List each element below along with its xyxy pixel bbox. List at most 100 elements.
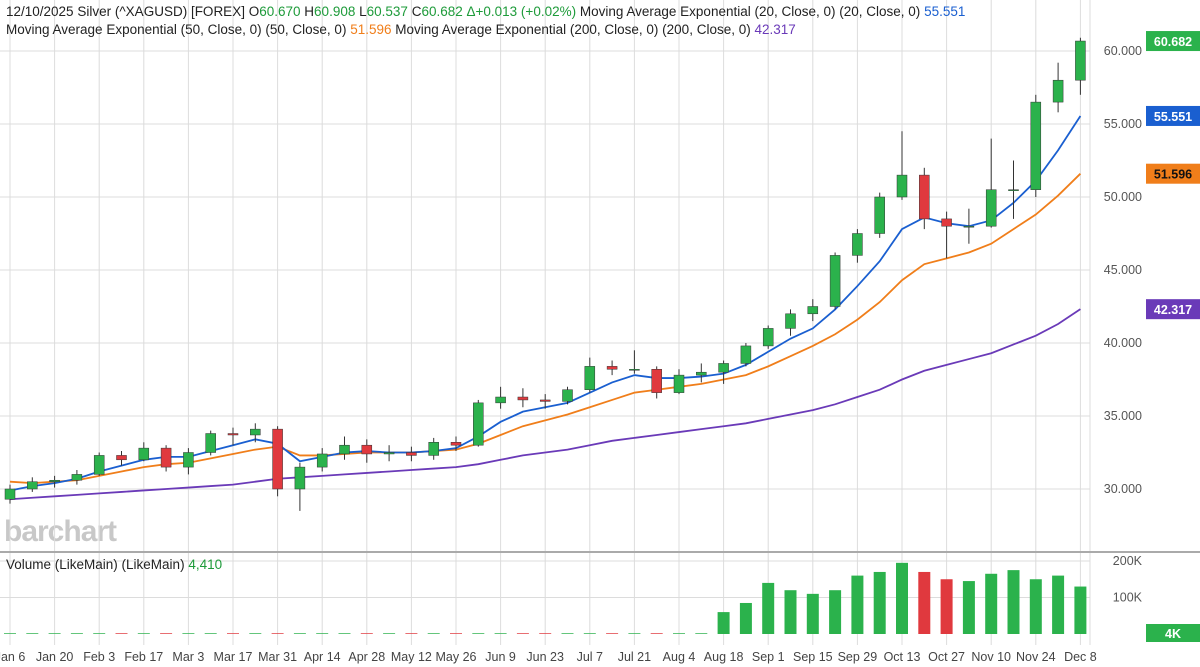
date-tick-label: Mar 17 xyxy=(214,650,253,664)
volume-legend: Volume (LikeMain) (LikeMain) 4,410 xyxy=(6,557,222,572)
legend-line-1: 12/10/2025 Silver (^XAGUSD) [FOREX] O60.… xyxy=(6,4,965,19)
candle-body xyxy=(183,452,194,468)
date-tick-label: Sep 1 xyxy=(752,650,785,664)
candle-body xyxy=(495,396,506,404)
price-tick-label: 60.000 xyxy=(1104,44,1142,58)
volume-bar xyxy=(673,633,685,634)
date-tick-label: Feb 17 xyxy=(124,650,163,664)
change-value: Δ+0.013 (+0.02%) xyxy=(466,4,577,19)
ema50-price-tag-label: 51.596 xyxy=(1154,168,1192,182)
volume-bar xyxy=(896,562,908,634)
candle-body xyxy=(160,447,172,468)
volume-bar xyxy=(762,582,775,634)
close-label: C xyxy=(411,4,422,19)
volume-bar xyxy=(360,633,373,634)
volume-bar xyxy=(739,602,752,634)
volume-bar xyxy=(806,593,819,634)
candle-body xyxy=(985,189,997,227)
candle-body xyxy=(71,474,83,481)
volume-bar xyxy=(985,573,998,634)
ema50-price-tag xyxy=(1146,163,1200,184)
volume-tick-label: 100K xyxy=(1113,591,1143,605)
candle-body xyxy=(473,402,484,446)
volume-value: 4,410 xyxy=(188,557,223,572)
candle-body xyxy=(428,442,439,456)
close-value: 60.682 xyxy=(421,4,463,19)
price-tick-label: 35.000 xyxy=(1104,409,1142,423)
candle-body xyxy=(539,399,551,402)
candle-body xyxy=(762,328,774,347)
volume-bar xyxy=(1007,570,1020,634)
volume-bar xyxy=(70,633,83,634)
date-tick-label: Mar 31 xyxy=(258,650,297,664)
candle-body xyxy=(896,174,908,198)
volume-bar xyxy=(873,571,886,634)
volume-bar xyxy=(182,633,195,634)
volume-bar xyxy=(227,633,239,634)
date-tick-label: Jan 20 xyxy=(36,650,74,664)
candle-body xyxy=(227,433,239,436)
volume-bar xyxy=(293,633,306,634)
candle-body xyxy=(584,366,596,390)
candle-body xyxy=(205,433,216,453)
low-label: L xyxy=(359,4,367,19)
date-tick-label: Nov 10 xyxy=(971,650,1011,664)
ema200-price-tag xyxy=(1146,299,1200,320)
date-tick-label: Oct 13 xyxy=(884,650,921,664)
candle-body xyxy=(629,369,640,371)
date-tick-label: Jan 6 xyxy=(0,650,25,664)
candle-body xyxy=(963,225,975,228)
price-tick-label: 45.000 xyxy=(1104,263,1142,277)
ema20-price-tag-label: 55.551 xyxy=(1154,110,1192,124)
volume-bar xyxy=(137,633,150,634)
candle-body xyxy=(874,196,885,234)
volume-bar xyxy=(26,633,39,634)
date-tick-label: Apr 14 xyxy=(304,650,341,664)
candle-body xyxy=(606,366,618,370)
open-label: O xyxy=(248,4,260,19)
candle-body xyxy=(718,363,729,373)
volume-bar xyxy=(160,633,173,634)
candle-body xyxy=(829,255,841,307)
date-tick-label: Aug 18 xyxy=(704,650,744,664)
legend-line-2: Moving Average Exponential (50, Close, 0… xyxy=(6,22,796,37)
volume-bar xyxy=(940,579,953,634)
volume-bar xyxy=(695,633,708,634)
candle-body xyxy=(562,389,573,402)
low-value: 60.537 xyxy=(366,4,408,19)
candle-body xyxy=(1075,40,1086,81)
volume-bar xyxy=(383,633,396,634)
date-tick-label: May 26 xyxy=(436,650,477,664)
ema50-label: Moving Average Exponential (50, Close, 0… xyxy=(6,22,347,37)
volume-bar xyxy=(48,633,61,634)
candle-body xyxy=(1008,189,1019,191)
price-tick-label: 30.000 xyxy=(1104,482,1142,496)
volume-tick-label: 200K xyxy=(1113,554,1143,568)
volume-bar xyxy=(316,633,329,634)
candle-body xyxy=(450,442,462,446)
candle-body xyxy=(93,455,105,475)
ema20-price-tag xyxy=(1146,105,1200,126)
volume-bar xyxy=(249,633,262,634)
ema200-price-tag-label: 42.317 xyxy=(1154,303,1192,317)
volume-bar xyxy=(427,633,440,634)
volume-tag xyxy=(1146,624,1200,642)
volume-bar xyxy=(606,633,619,634)
high-label: H xyxy=(304,4,315,19)
date-tick-label: Jun 23 xyxy=(526,650,564,664)
candle-body xyxy=(941,218,952,227)
price-tick-label: 50.000 xyxy=(1104,190,1142,204)
date-tick-label: Aug 4 xyxy=(663,650,696,664)
volume-bar xyxy=(784,590,797,634)
candle-body xyxy=(1052,79,1064,103)
date-tick-label: Jun 9 xyxy=(485,650,516,664)
legend-symbol: Silver (^XAGUSD) [FOREX] xyxy=(77,4,245,19)
date-tick-label: Jul 21 xyxy=(618,650,651,664)
volume-bar xyxy=(516,633,529,634)
date-tick-label: Feb 3 xyxy=(83,650,115,664)
ema50-value: 51.596 xyxy=(350,22,392,37)
volume-bar xyxy=(851,575,864,634)
date-tick-label: Jul 7 xyxy=(577,650,603,664)
candle-body xyxy=(383,452,395,455)
